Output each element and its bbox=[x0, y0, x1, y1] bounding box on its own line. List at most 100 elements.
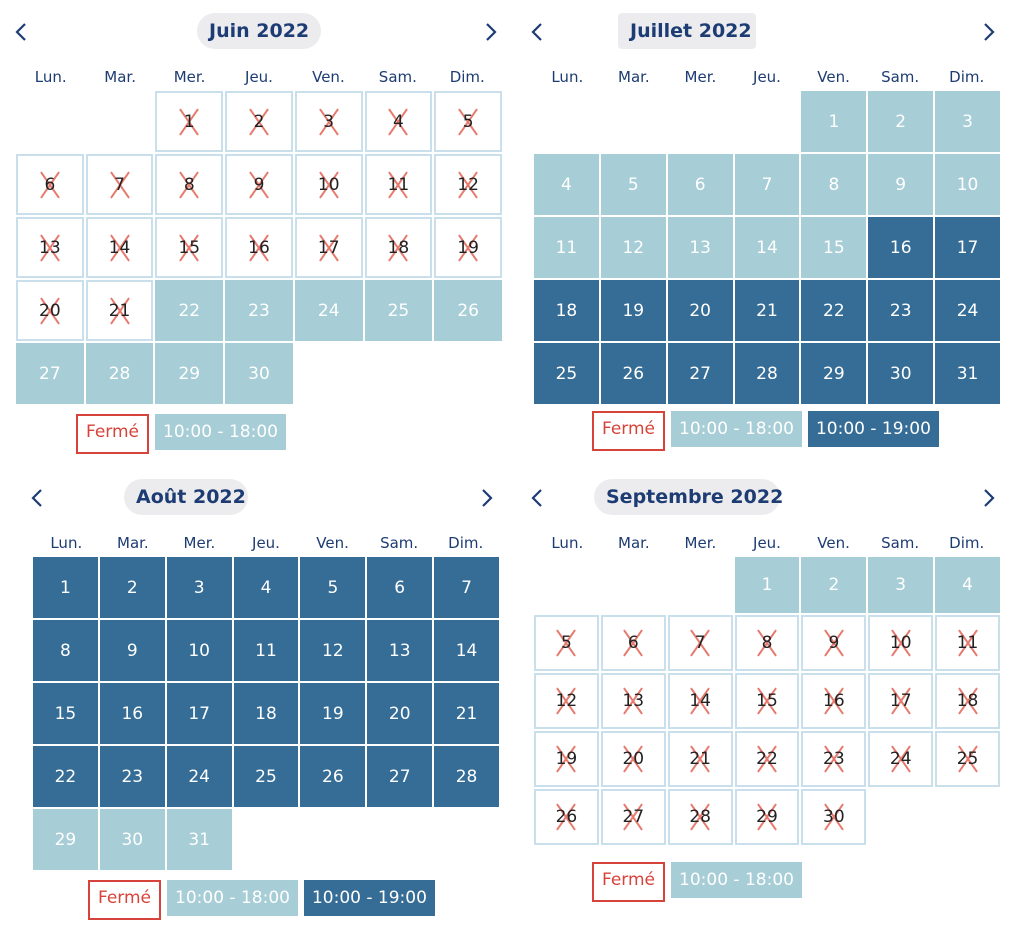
day-cell-open[interactable]: 31 bbox=[166, 809, 232, 870]
day-cell-open[interactable]: 16 bbox=[868, 217, 934, 278]
day-cell-open[interactable]: 30 bbox=[868, 343, 934, 404]
day-cell-open[interactable]: 4 bbox=[233, 557, 299, 618]
day-cell-closed: 8 bbox=[155, 154, 224, 215]
day-cell-open[interactable]: 6 bbox=[667, 154, 733, 215]
day-cell-open[interactable]: 23 bbox=[225, 280, 293, 341]
day-number: 10 bbox=[956, 174, 979, 195]
day-number: 14 bbox=[689, 691, 711, 711]
weekday-header: Lun. Mar. Mer. Jeu. Ven. Sam. Dim. bbox=[33, 534, 499, 554]
day-cell-open[interactable]: 15 bbox=[33, 683, 98, 744]
day-cell-open[interactable]: 25 bbox=[364, 280, 433, 341]
day-number: 25 bbox=[255, 766, 277, 787]
day-cell-open[interactable]: 16 bbox=[99, 683, 165, 744]
day-cell-open[interactable]: 22 bbox=[155, 280, 224, 341]
day-cell-open[interactable]: 10 bbox=[166, 620, 232, 681]
day-cell-open[interactable]: 25 bbox=[233, 746, 299, 807]
day-cell-open[interactable]: 3 bbox=[868, 557, 934, 613]
day-cell-open[interactable]: 1 bbox=[33, 557, 98, 618]
day-cell-open[interactable]: 26 bbox=[434, 280, 502, 341]
day-cell-open[interactable]: 7 bbox=[434, 557, 499, 618]
day-cell-open[interactable]: 11 bbox=[534, 217, 599, 278]
day-cell-open[interactable]: 31 bbox=[935, 343, 1000, 404]
day-cell-open[interactable]: 13 bbox=[667, 217, 733, 278]
day-number: 28 bbox=[108, 363, 131, 384]
day-number: 23 bbox=[823, 749, 845, 769]
day-cell-open[interactable]: 20 bbox=[667, 280, 733, 341]
day-cell-open[interactable]: 28 bbox=[434, 746, 499, 807]
day-cell-open[interactable]: 17 bbox=[935, 217, 1000, 278]
day-number: 18 bbox=[255, 703, 277, 724]
day-cell-open[interactable]: 21 bbox=[434, 683, 499, 744]
day-cell-open[interactable]: 5 bbox=[600, 154, 666, 215]
day-cell-open[interactable]: 5 bbox=[300, 557, 366, 618]
day-cell-open[interactable]: 3 bbox=[166, 557, 232, 618]
day-cell-open[interactable]: 19 bbox=[300, 683, 366, 744]
day-cell-open[interactable]: 15 bbox=[801, 217, 867, 278]
day-number: 16 bbox=[248, 237, 270, 258]
day-cell-open[interactable]: 23 bbox=[99, 746, 165, 807]
day-cell-open[interactable]: 29 bbox=[801, 343, 867, 404]
day-cell-open[interactable]: 24 bbox=[294, 280, 363, 341]
day-cell-open[interactable]: 27 bbox=[667, 343, 733, 404]
day-cell-open[interactable]: 12 bbox=[300, 620, 366, 681]
day-cell-open[interactable]: 27 bbox=[367, 746, 433, 807]
day-cell-open[interactable]: 1 bbox=[734, 557, 800, 613]
day-cell-open[interactable]: 25 bbox=[534, 343, 599, 404]
day-number: 18 bbox=[387, 237, 410, 258]
prev-month-button[interactable] bbox=[30, 488, 50, 508]
next-month-button[interactable] bbox=[982, 22, 1002, 42]
day-cell-open[interactable]: 24 bbox=[935, 280, 1000, 341]
day-cell-open[interactable]: 2 bbox=[868, 91, 934, 152]
day-cell-closed: 20 bbox=[16, 280, 84, 341]
day-cell-open[interactable]: 1 bbox=[801, 91, 867, 152]
day-cell-open[interactable]: 9 bbox=[868, 154, 934, 215]
day-cell-open[interactable]: 14 bbox=[734, 217, 800, 278]
day-cell-open[interactable]: 12 bbox=[600, 217, 666, 278]
day-cell-open[interactable]: 29 bbox=[155, 343, 224, 404]
prev-month-button[interactable] bbox=[530, 22, 550, 42]
day-cell-open[interactable]: 26 bbox=[300, 746, 366, 807]
day-cell-open[interactable]: 18 bbox=[233, 683, 299, 744]
day-cell-open[interactable]: 28 bbox=[734, 343, 800, 404]
day-cell-open[interactable]: 22 bbox=[33, 746, 98, 807]
day-cell-open[interactable]: 7 bbox=[734, 154, 800, 215]
day-cell-open[interactable]: 9 bbox=[99, 620, 165, 681]
day-cell-open[interactable]: 29 bbox=[33, 809, 98, 870]
weekday-label: Mar. bbox=[618, 534, 650, 552]
legend: Fermé 10:00 - 18:00 bbox=[592, 862, 802, 902]
next-month-button[interactable] bbox=[484, 22, 504, 42]
day-cell-open[interactable]: 2 bbox=[801, 557, 867, 613]
day-cell-open[interactable]: 17 bbox=[166, 683, 232, 744]
day-cell-open[interactable]: 18 bbox=[534, 280, 599, 341]
day-cell-open[interactable]: 24 bbox=[166, 746, 232, 807]
day-cell-open[interactable]: 8 bbox=[33, 620, 98, 681]
day-cell-open[interactable]: 6 bbox=[367, 557, 433, 618]
day-cell-open[interactable]: 30 bbox=[99, 809, 165, 870]
next-month-button[interactable] bbox=[480, 488, 500, 508]
day-cell-open[interactable]: 23 bbox=[868, 280, 934, 341]
day-cell-open[interactable]: 13 bbox=[367, 620, 433, 681]
day-cell-open[interactable]: 4 bbox=[534, 154, 599, 215]
day-cell-open[interactable]: 20 bbox=[367, 683, 433, 744]
day-cell-open[interactable]: 10 bbox=[935, 154, 1000, 215]
day-cell-open[interactable]: 19 bbox=[600, 280, 666, 341]
day-cell-open[interactable]: 26 bbox=[600, 343, 666, 404]
prev-month-button[interactable] bbox=[530, 488, 550, 508]
day-cell-open[interactable]: 28 bbox=[85, 343, 154, 404]
weekday-label: Lun. bbox=[34, 68, 67, 86]
day-cell-open[interactable]: 4 bbox=[935, 557, 1000, 613]
chevron-right-icon bbox=[984, 23, 995, 41]
day-number: 5 bbox=[327, 577, 339, 598]
day-cell-open[interactable]: 8 bbox=[801, 154, 867, 215]
day-cell-open[interactable]: 21 bbox=[734, 280, 800, 341]
next-month-button[interactable] bbox=[982, 488, 1002, 508]
day-cell-open[interactable]: 22 bbox=[801, 280, 867, 341]
day-cell-open[interactable]: 27 bbox=[16, 343, 84, 404]
day-cell-open[interactable]: 30 bbox=[225, 343, 293, 404]
day-cell-open[interactable]: 11 bbox=[233, 620, 299, 681]
day-cell-open[interactable]: 2 bbox=[99, 557, 165, 618]
day-cell-open[interactable]: 14 bbox=[434, 620, 499, 681]
prev-month-button[interactable] bbox=[14, 22, 34, 42]
day-cell-open[interactable]: 3 bbox=[935, 91, 1000, 152]
day-number: 2 bbox=[895, 111, 907, 132]
